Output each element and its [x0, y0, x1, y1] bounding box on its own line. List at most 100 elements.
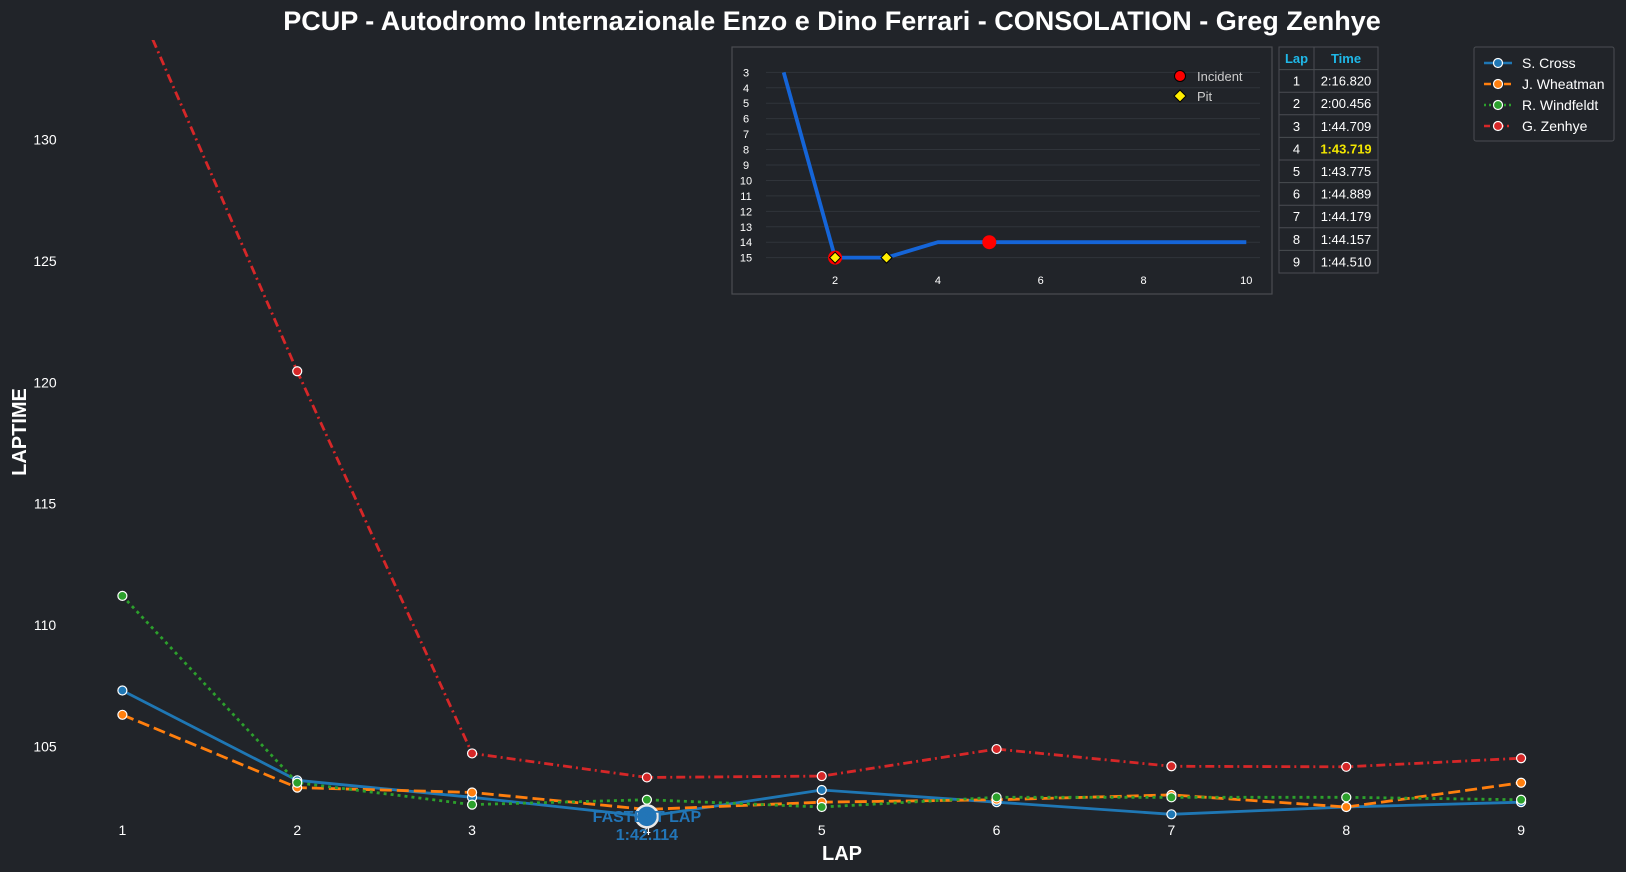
y-tick-label: 105 [33, 738, 57, 754]
data-point [1341, 792, 1352, 803]
data-point [1515, 794, 1527, 805]
x-tick-label: 7 [1168, 822, 1176, 838]
legend-swatch-marker [1492, 99, 1504, 111]
data-point [991, 743, 1002, 755]
incident-marker [982, 235, 997, 250]
chart-title: PCUP - Autodromo Internazionale Enzo e D… [283, 6, 1381, 36]
inset-y-tick-label: 9 [743, 160, 749, 172]
inset-y-tick-label: 12 [740, 206, 752, 218]
legend-swatch-marker [1492, 78, 1504, 90]
inset-y-tick-label: 11 [740, 191, 751, 203]
inset-y-tick-label: 15 [740, 253, 752, 265]
inset-x-tick-label: 2 [832, 275, 838, 287]
fastest-lap-label: FASTEST LAP [593, 809, 702, 826]
table-lap-cell: 7 [1293, 209, 1300, 224]
y-axis-label: LAPTIME [9, 388, 31, 476]
table-lap-cell: 1 [1293, 74, 1300, 89]
data-point [117, 685, 128, 696]
legend-entry: J. Wheatman [1522, 76, 1604, 92]
legend-frame [1473, 46, 1615, 142]
table-time-cell: 2:16.820 [1321, 74, 1372, 89]
x-tick-label: 5 [818, 822, 826, 838]
legend-swatch-marker [1492, 120, 1504, 132]
y-tick-label: 130 [33, 132, 57, 148]
table-time-cell: 1:44.157 [1321, 232, 1372, 247]
inset-y-tick-label: 14 [740, 237, 752, 249]
inset-y-tick-label: 8 [743, 145, 749, 157]
table-header-cell: Lap [1285, 51, 1308, 66]
y-tick-label: 115 [34, 496, 57, 512]
data-point [466, 787, 478, 798]
data-point [1341, 761, 1352, 772]
data-point [1166, 809, 1177, 820]
data-point [1515, 777, 1527, 788]
inset-y-tick-label: 5 [743, 98, 749, 110]
data-point [117, 709, 128, 720]
y-tick-label: 110 [34, 617, 57, 633]
data-point [1341, 801, 1352, 813]
x-tick-label: 3 [468, 822, 476, 838]
series-line-r-windfeldt [121, 594, 1522, 809]
data-point [816, 770, 827, 782]
data-point [292, 366, 303, 377]
inset-y-tick-label: 3 [743, 67, 749, 79]
x-tick-label: 1 [118, 822, 126, 838]
lap-time-table: Lap Time 1 2:16.820 2 2:00.456 3 1:44.709 4 1:43.… [1278, 46, 1379, 274]
table-time-cell: 1:44.179 [1321, 209, 1372, 224]
plot-area [117, 40, 1527, 822]
data-point [1515, 753, 1527, 764]
table-time-cell: 1:44.510 [1321, 254, 1372, 269]
pit-legend-icon [1173, 89, 1187, 103]
incident-legend-label: Incident [1197, 69, 1243, 84]
y-tick-label: 120 [33, 374, 57, 390]
table-lap-cell: 4 [1293, 141, 1300, 156]
table-lap-cell: 6 [1293, 187, 1300, 202]
inset-y-tick-label: 10 [740, 175, 752, 187]
x-tick-label: 6 [993, 822, 1001, 838]
table-time-cell: 1:44.889 [1321, 187, 1372, 202]
series-line-g-zenhye [151, 40, 1522, 779]
table-lap-cell: 8 [1293, 232, 1300, 247]
inset-y-tick-label: 7 [743, 129, 749, 141]
data-point [117, 590, 128, 601]
inset-x-tick-label: 8 [1140, 275, 1146, 287]
legend-swatch-marker [1492, 57, 1504, 69]
table-lap-cell: 9 [1293, 254, 1300, 269]
inset-y-tick-label: 6 [743, 114, 749, 126]
data-point [991, 792, 1002, 803]
table-lap-cell: 5 [1293, 164, 1300, 179]
incident-legend-icon [1174, 70, 1186, 82]
x-axis-label: LAP [822, 843, 862, 865]
x-tick-label: 8 [1342, 822, 1350, 838]
inset-x-tick-label: 6 [1038, 275, 1044, 287]
data-point [466, 748, 478, 759]
inset-x-tick-label: 10 [1240, 275, 1252, 287]
position-inset: 3 4 5 6 7 8 9 10 11 12 13 14 15 2 4 6 8 10 Incident Pit [731, 46, 1273, 295]
data-point [641, 794, 653, 805]
fastest-lap-marker [634, 804, 660, 829]
x-tick-label: 9 [1517, 822, 1525, 838]
series-line-j-wheatman [121, 713, 1522, 811]
data-point [1166, 761, 1177, 772]
data-point [1166, 792, 1177, 803]
data-point [292, 777, 303, 788]
table-lap-cell: 2 [1293, 96, 1300, 111]
pit-marker [880, 251, 893, 264]
data-point [816, 801, 827, 813]
table-lap-cell: 3 [1293, 119, 1300, 134]
inset-frame [731, 46, 1273, 295]
table-time-cell: 2:00.456 [1321, 96, 1372, 111]
data-point [641, 772, 653, 783]
table-header-cell: Time [1331, 51, 1361, 66]
fastest-lap-time: 1:42.114 [616, 827, 678, 844]
x-tick-label: 2 [293, 822, 301, 838]
table-fastest-time-cell: 1:43.719 [1320, 141, 1371, 156]
legend-entry: S. Cross [1522, 55, 1576, 71]
main-legend: S. Cross J. Wheatman R. Windfeldt G. Zenhye [1473, 46, 1615, 142]
pit-legend-label: Pit [1197, 89, 1213, 104]
legend-entry: R. Windfeldt [1522, 97, 1598, 113]
table-time-cell: 1:44.709 [1321, 119, 1372, 134]
pit-marker [828, 251, 842, 264]
y-tick-label: 125 [33, 253, 57, 269]
